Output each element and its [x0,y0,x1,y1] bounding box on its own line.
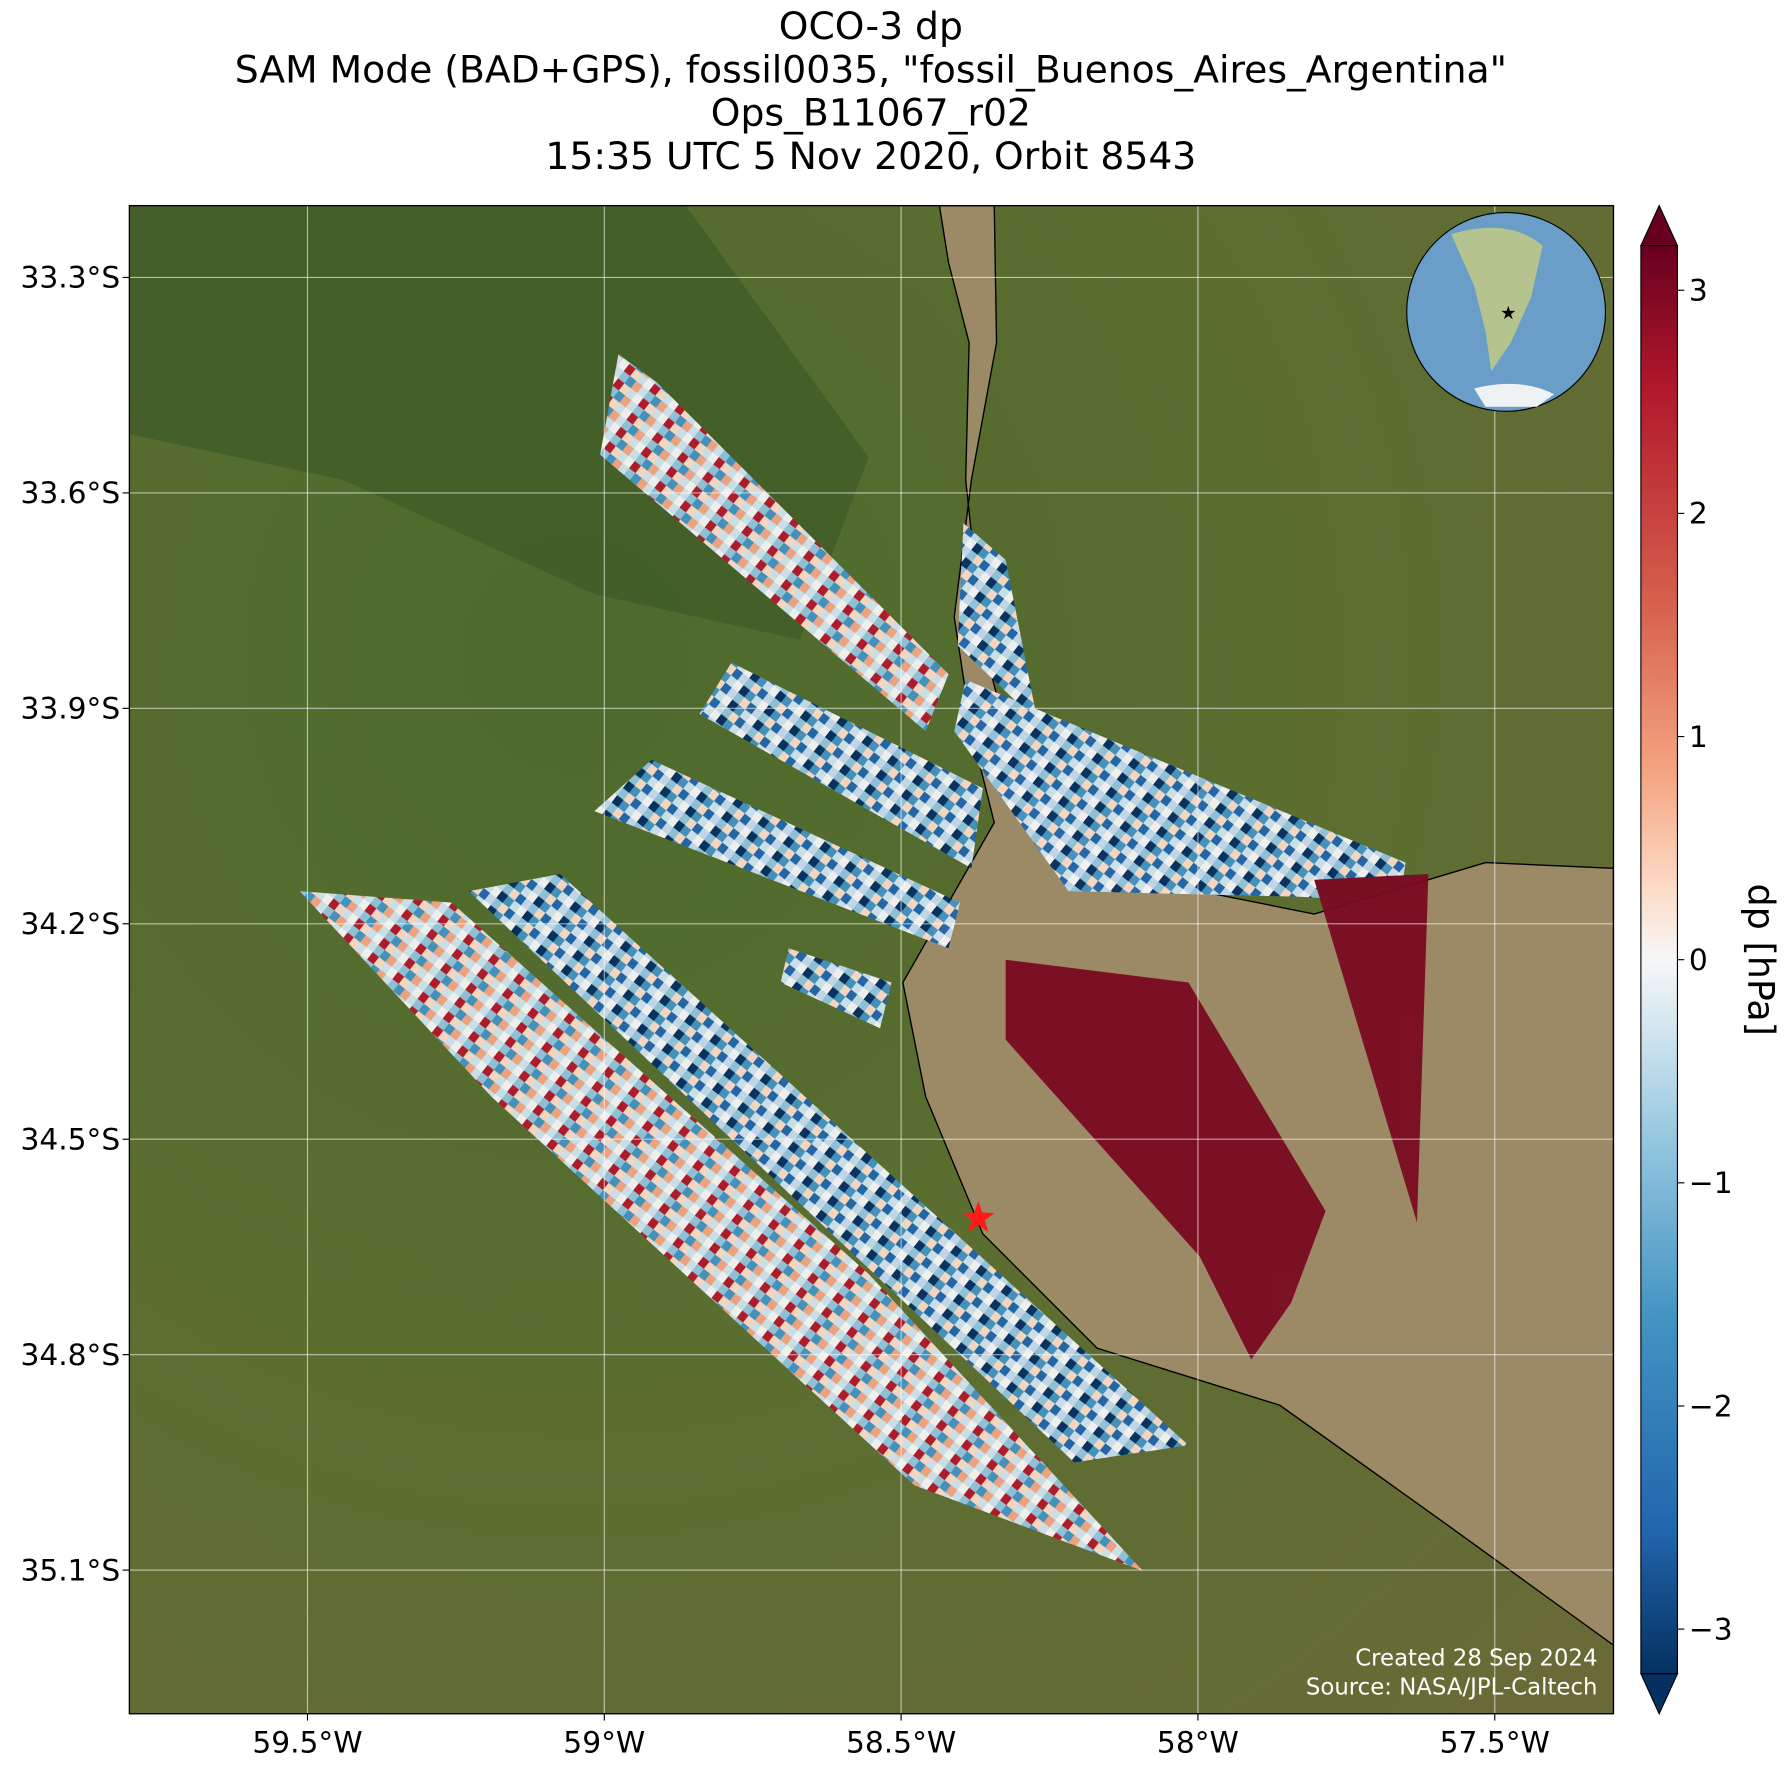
credit: Source: NASA/JPL-Caltech [1306,1674,1598,1700]
x-tick-label: 58.5°W [846,1726,956,1761]
colorbar-tick-label: 0 [1689,943,1708,978]
title: OCO-3 dp [779,4,963,48]
colorbar-tick-label: −1 [1689,1166,1733,1201]
y-tick-label: 35.1°S [20,1553,120,1588]
globe-inset [1406,211,1607,412]
y-tick-label: 34.2°S [20,907,120,942]
colorbar: −3 −2 −1 0 1 2 3 dp [hPa] [1640,204,1782,1716]
y-tick-label: 34.5°S [20,1123,120,1158]
site-marker [962,1201,995,1233]
title: SAM Mode (BAD+GPS), fossil0035, "fossil_… [235,47,1507,91]
x-tick-label: 57.5°W [1440,1726,1550,1761]
gridlines [129,205,1614,1714]
x-tick-label: 59.5°W [252,1726,362,1761]
basemap [129,205,1614,1714]
globe-marker: ★ [1500,303,1516,324]
colorbar-label: dp [hPa] [1739,883,1782,1035]
y-tick-label: 33.3°S [20,261,120,296]
colorbar-tick-label: 3 [1689,274,1708,309]
colorbar-tick-label: −3 [1689,1612,1733,1647]
title: Ops_B11067_r02 [711,91,1031,135]
colorbar-tick-label: −2 [1689,1389,1733,1424]
swaths [299,354,1429,1571]
y-tick-label: 33.6°S [20,476,120,511]
map-frame [128,204,1615,1715]
x-tick-label: 59°W [563,1726,645,1761]
title: 15:35 UTC 5 Nov 2020, Orbit 8543 [545,134,1196,178]
colorbar-tick-label: 1 [1689,720,1708,755]
y-tick-label: 33.9°S [20,692,120,727]
x-tick-label: 58°W [1157,1726,1239,1761]
credit: Created 28 Sep 2024 [1355,1646,1597,1672]
colorbar-tick-label: 2 [1689,497,1708,532]
y-tick-label: 34.8°S [20,1338,120,1373]
